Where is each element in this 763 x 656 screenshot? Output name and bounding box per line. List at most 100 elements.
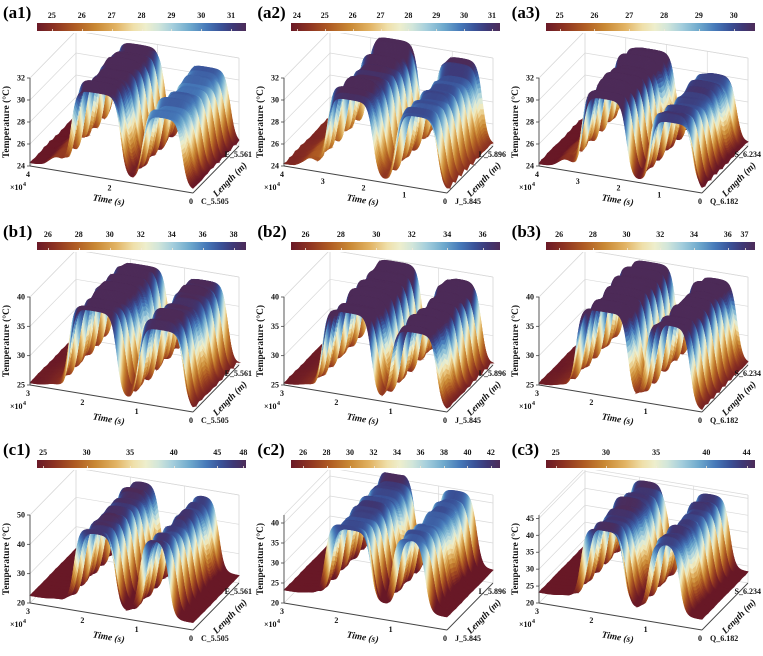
colorbar-tick-c2-40: 40 — [463, 448, 472, 458]
colorbar-tick-b2-28: 28 — [336, 229, 345, 239]
colorbar-tick-c1-30: 30 — [82, 448, 91, 458]
colorbar-notch — [443, 466, 445, 469]
colorbar-tick-a2-30: 30 — [460, 11, 469, 20]
colorbar-tick-b2-26: 26 — [301, 229, 310, 239]
colorbar-notch — [109, 247, 111, 250]
colorbar-notch — [376, 247, 378, 250]
panel-b1: (b1) 26 28 30 32 34 36 38 — [0, 219, 254, 438]
colorbar-notch — [559, 29, 561, 31]
colorbar-b3: 26 28 30 32 34 36 37 — [545, 229, 755, 252]
colorbar-tick-c3-30: 30 — [601, 448, 610, 458]
surface-plot-c3 — [508, 470, 762, 653]
colorbar-notch — [111, 29, 113, 31]
colorbar-notch — [733, 29, 735, 31]
colorbar-notch — [171, 29, 173, 31]
colorbar-gradient-a1 — [37, 23, 246, 31]
panel-header-a1: (a1) 25 26 27 28 29 30 31 — [0, 0, 254, 33]
colorbar-notch — [202, 247, 204, 250]
colorbar-tick-b3-26: 26 — [555, 229, 564, 239]
colorbar-gradient-a3 — [545, 23, 755, 31]
colorbar-tick-a1-25: 25 — [47, 11, 56, 20]
surface-plot-b2 — [254, 251, 508, 434]
colorbar-tick-b2-36: 36 — [478, 229, 487, 239]
panel-c3: (c3) 25 30 35 40 44 — [508, 437, 763, 656]
panel-header-b3: (b3) 26 28 30 32 34 36 37 — [509, 219, 763, 252]
colorbar-notch — [140, 247, 142, 250]
panel-header-b1: (b1) 26 28 30 32 34 36 38 — [0, 219, 254, 252]
colorbar-notch — [660, 247, 662, 250]
colorbar-notch — [326, 466, 328, 469]
colorbar-notch — [201, 29, 203, 31]
colorbar-notch — [305, 247, 307, 250]
surface-plot-a1 — [0, 33, 253, 215]
colorbar-notch — [324, 29, 326, 31]
colorbar-tick-b2-30: 30 — [372, 229, 381, 239]
colorbar-notch — [231, 29, 233, 31]
colorbar-gradient-b3 — [545, 241, 755, 250]
surface-plot-b3 — [508, 251, 762, 434]
panel-label-c1: (c1) — [3, 440, 31, 460]
colorbar-c2: 26 28 30 32 34 36 38 40 42 — [291, 448, 501, 470]
panel-label-a2: (a2) — [257, 3, 286, 22]
colorbar-notch — [47, 247, 49, 250]
colorbar-tick-b3-36: 36 — [723, 229, 732, 239]
colorbar-notch — [656, 466, 658, 469]
colorbar-notch — [43, 466, 45, 469]
colorbar-tick-c1-25: 25 — [39, 448, 48, 458]
colorbar-gradient-b2 — [291, 241, 501, 250]
colorbar-tick-a3-28: 28 — [660, 11, 669, 20]
colorbar-notch — [467, 466, 469, 469]
colorbar-notch — [447, 247, 449, 250]
colorbar-tick-a3-27: 27 — [625, 11, 634, 20]
colorbar-notch — [706, 466, 708, 469]
colorbar-tick-c3-25: 25 — [551, 448, 560, 458]
colorbar-b2: 26 28 30 32 34 36 — [291, 229, 501, 252]
colorbar-notch — [173, 466, 175, 469]
colorbar-tick-b2-34: 34 — [443, 229, 452, 239]
colorbar-tick-b3-28: 28 — [588, 229, 597, 239]
colorbar-notch — [51, 29, 53, 31]
colorbar-tick-a3-26: 26 — [590, 11, 599, 20]
colorbar-notch — [555, 466, 557, 469]
panel-label-b1: (b1) — [3, 221, 33, 241]
colorbar-a3: 25 26 27 28 29 30 — [545, 11, 755, 33]
surface-plot-a2 — [254, 33, 508, 215]
colorbar-tick-c1-45: 45 — [213, 448, 222, 458]
panel-b3: (b3) 26 28 30 32 34 36 37 — [508, 219, 763, 438]
panel-label-b2: (b2) — [257, 221, 287, 241]
panel-header-b2: (b2) 26 28 30 32 34 36 — [254, 219, 508, 252]
colorbar-tick-a3-29: 29 — [694, 11, 703, 20]
colorbar-notch — [592, 247, 594, 250]
colorbar-notch — [727, 247, 729, 250]
panel-header-a2: (a2) 24 25 26 27 28 29 30 31 — [254, 0, 508, 33]
colorbar-gradient-a2 — [291, 23, 501, 31]
panel-label-a1: (a1) — [3, 3, 32, 22]
colorbar-tick-a3-30: 30 — [729, 11, 738, 20]
colorbar-notch — [141, 29, 143, 31]
colorbar-notch — [594, 29, 596, 31]
colorbar-tick-b1-30: 30 — [105, 229, 114, 239]
panel-header-c2: (c2) 26 28 30 32 34 36 38 40 42 — [254, 437, 508, 470]
colorbar-notch — [698, 29, 700, 31]
colorbar-gradient-c3 — [545, 460, 755, 469]
panel-a1: (a1) 25 26 27 28 29 30 31 — [0, 0, 254, 219]
colorbar-tick-c2-32: 32 — [369, 448, 378, 458]
colorbar-c3: 25 30 35 40 44 — [545, 448, 755, 470]
colorbar-tick-c1-35: 35 — [126, 448, 135, 458]
colorbar-notch — [373, 466, 375, 469]
colorbar-notch — [217, 466, 219, 469]
colorbar-gradient-c2 — [291, 460, 501, 469]
colorbar-tick-b1-28: 28 — [74, 229, 83, 239]
colorbar-notch — [350, 466, 352, 469]
colorbar-tick-c2-34: 34 — [393, 448, 401, 458]
colorbar-tick-b1-38: 38 — [229, 229, 238, 239]
colorbar-tick-c2-30: 30 — [346, 448, 355, 458]
colorbar-notch — [629, 29, 631, 31]
panel-a2: (a2) 24 25 26 27 28 29 30 31 — [254, 0, 508, 219]
colorbar-notch — [744, 247, 746, 250]
colorbar-gradient-c1 — [37, 460, 246, 469]
colorbar-notch — [436, 29, 438, 31]
colorbar-tick-c2-28: 28 — [322, 448, 331, 458]
colorbar-tick-a1-30: 30 — [197, 11, 206, 20]
